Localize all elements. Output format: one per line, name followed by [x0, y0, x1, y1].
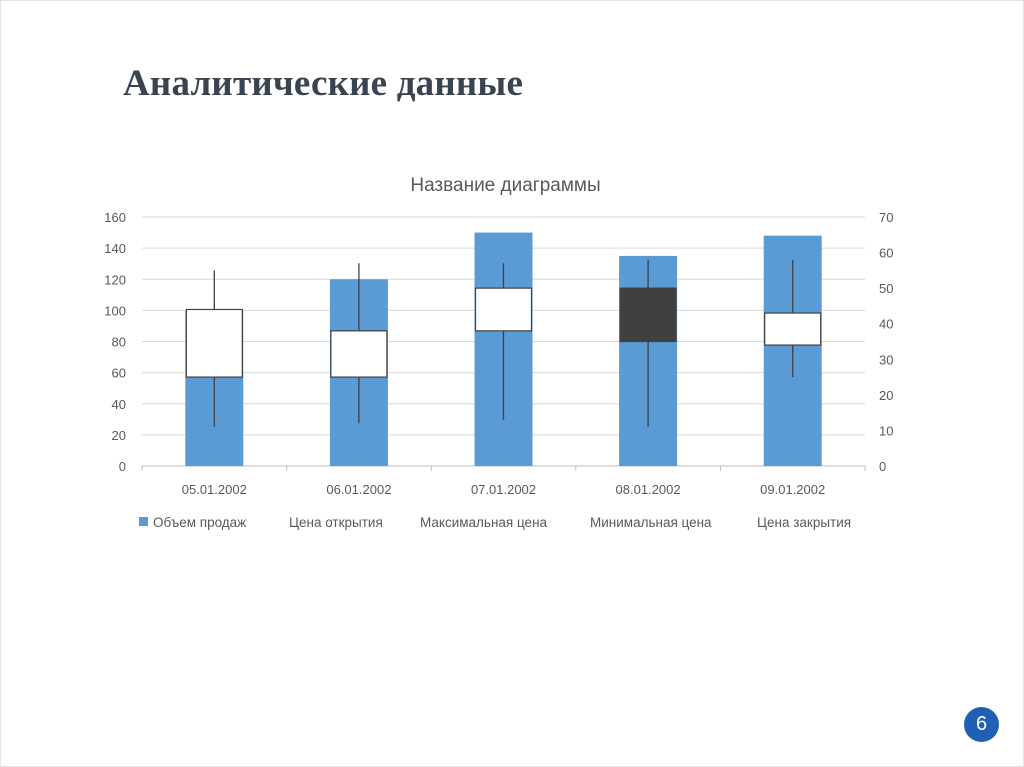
y-left-tick-label: 20 [112, 428, 126, 443]
y-left-tick-label: 40 [112, 397, 126, 412]
page-number-badge: 6 [964, 707, 999, 742]
y-left-tick-label: 80 [112, 335, 126, 350]
x-tick-label: 05.01.2002 [182, 482, 247, 497]
legend-item: Цена закрытия [757, 515, 851, 530]
up-bar [474, 287, 533, 332]
y-left-tick-label: 100 [104, 303, 126, 318]
x-tick-label: 09.01.2002 [760, 482, 825, 497]
x-tick-label: 06.01.2002 [326, 482, 391, 497]
down-bar [619, 287, 677, 343]
y-left-tick-label: 140 [104, 241, 126, 256]
x-tick-label: 08.01.2002 [616, 482, 681, 497]
legend-item: Минимальная цена [590, 515, 712, 530]
legend-item: Цена открытия [289, 515, 383, 530]
y-left-tick-label: 60 [112, 366, 126, 381]
y-left-tick-label: 0 [119, 459, 126, 474]
y-right-tick-label: 0 [879, 459, 886, 474]
y-right-tick-label: 50 [879, 281, 893, 296]
y-left-tick-label: 120 [104, 272, 126, 287]
legend-item: Объем продаж [153, 515, 246, 530]
legend-swatch-volume [139, 517, 148, 526]
up-bar [764, 312, 822, 346]
slide-title: Аналитические данные [123, 63, 524, 104]
y-right-tick-label: 40 [879, 317, 893, 332]
chart-title: Название диаграммы [410, 175, 600, 196]
y-right-tick-label: 30 [879, 352, 893, 367]
up-bar [185, 308, 243, 378]
up-bar [330, 330, 388, 378]
legend-item: Максимальная цена [420, 515, 548, 530]
x-tick-label: 07.01.2002 [471, 482, 536, 497]
y-left-tick-label: 160 [104, 210, 126, 225]
y-right-tick-label: 20 [879, 388, 893, 403]
y-right-tick-label: 60 [879, 246, 893, 261]
y-right-tick-label: 10 [879, 423, 893, 438]
y-right-tick-label: 70 [879, 210, 893, 225]
